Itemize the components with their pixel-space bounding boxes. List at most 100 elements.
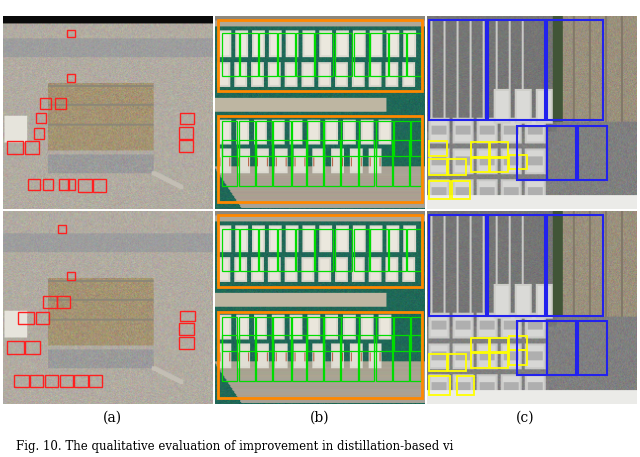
Bar — [36, 312, 49, 324]
Bar — [43, 296, 56, 308]
Bar — [324, 121, 341, 156]
Bar — [25, 142, 39, 154]
Bar — [54, 98, 66, 109]
Bar — [292, 317, 307, 351]
Bar — [256, 335, 272, 381]
Bar — [221, 229, 239, 271]
Bar — [239, 139, 255, 186]
Bar — [488, 215, 545, 316]
Bar — [410, 335, 420, 381]
Bar — [359, 121, 376, 156]
Bar — [517, 126, 547, 180]
Bar — [394, 317, 410, 351]
Text: (c): (c) — [515, 411, 534, 425]
Bar — [307, 317, 323, 351]
Bar — [578, 126, 607, 180]
Bar — [221, 335, 237, 381]
Bar — [452, 181, 470, 199]
Bar — [13, 375, 29, 387]
Bar — [18, 312, 33, 324]
Bar — [359, 335, 374, 381]
Bar — [278, 229, 295, 271]
Bar — [429, 377, 451, 395]
Bar — [394, 121, 410, 156]
Bar — [429, 215, 486, 316]
Bar — [45, 375, 58, 387]
Bar — [394, 335, 409, 381]
Text: (a): (a) — [102, 411, 122, 425]
Bar — [218, 117, 422, 202]
Bar — [547, 126, 576, 180]
Bar — [335, 229, 353, 271]
Bar — [376, 335, 392, 381]
Text: Fig. 10. The qualitative evaluation of improvement in distillation-based vi: Fig. 10. The qualitative evaluation of i… — [16, 441, 453, 453]
Bar — [307, 139, 323, 186]
Bar — [256, 317, 272, 351]
Bar — [31, 375, 43, 387]
Bar — [77, 179, 92, 191]
Bar — [296, 33, 314, 76]
Bar — [429, 354, 447, 371]
Bar — [429, 159, 447, 175]
Bar — [471, 158, 489, 172]
Bar — [292, 121, 307, 156]
Bar — [59, 179, 69, 190]
Bar — [335, 33, 353, 76]
Bar — [359, 317, 376, 351]
Bar — [448, 159, 466, 175]
Bar — [509, 351, 527, 365]
Bar — [490, 338, 508, 352]
Bar — [25, 341, 40, 354]
Bar — [410, 139, 420, 186]
Bar — [256, 121, 272, 156]
Bar — [517, 321, 547, 376]
Bar — [407, 229, 420, 271]
Bar — [324, 335, 340, 381]
Bar — [259, 33, 277, 76]
Bar — [241, 33, 258, 76]
Bar — [180, 112, 194, 124]
Bar — [353, 33, 369, 76]
Bar — [221, 121, 237, 156]
Bar — [376, 139, 392, 186]
Bar — [218, 312, 422, 398]
Bar — [324, 139, 340, 186]
Bar — [394, 139, 409, 186]
Bar — [239, 335, 255, 381]
Bar — [471, 338, 489, 352]
Bar — [411, 317, 420, 351]
Bar — [376, 121, 394, 156]
Bar — [43, 179, 54, 190]
Bar — [292, 335, 307, 381]
Bar — [179, 324, 194, 335]
Bar — [353, 229, 369, 271]
Bar — [273, 317, 291, 351]
Bar — [259, 229, 277, 271]
Bar — [389, 229, 406, 271]
Bar — [471, 353, 489, 368]
Bar — [256, 139, 272, 186]
Bar — [296, 229, 314, 271]
Bar — [490, 158, 508, 172]
Bar — [221, 139, 237, 186]
Bar — [456, 377, 474, 395]
Bar — [509, 155, 527, 170]
Bar — [273, 121, 291, 156]
Bar — [307, 335, 323, 381]
Bar — [315, 33, 333, 76]
Bar — [273, 139, 291, 186]
Bar — [8, 142, 23, 154]
Bar — [359, 139, 374, 186]
Text: (b): (b) — [310, 411, 330, 425]
Bar — [179, 337, 194, 350]
Bar — [448, 354, 466, 371]
Bar — [315, 229, 333, 271]
Bar — [407, 33, 420, 76]
Bar — [292, 139, 307, 186]
Bar — [341, 139, 358, 186]
Bar — [67, 30, 75, 37]
Bar — [371, 33, 388, 76]
Bar — [74, 375, 88, 387]
Bar — [578, 321, 607, 376]
Bar — [180, 311, 195, 321]
